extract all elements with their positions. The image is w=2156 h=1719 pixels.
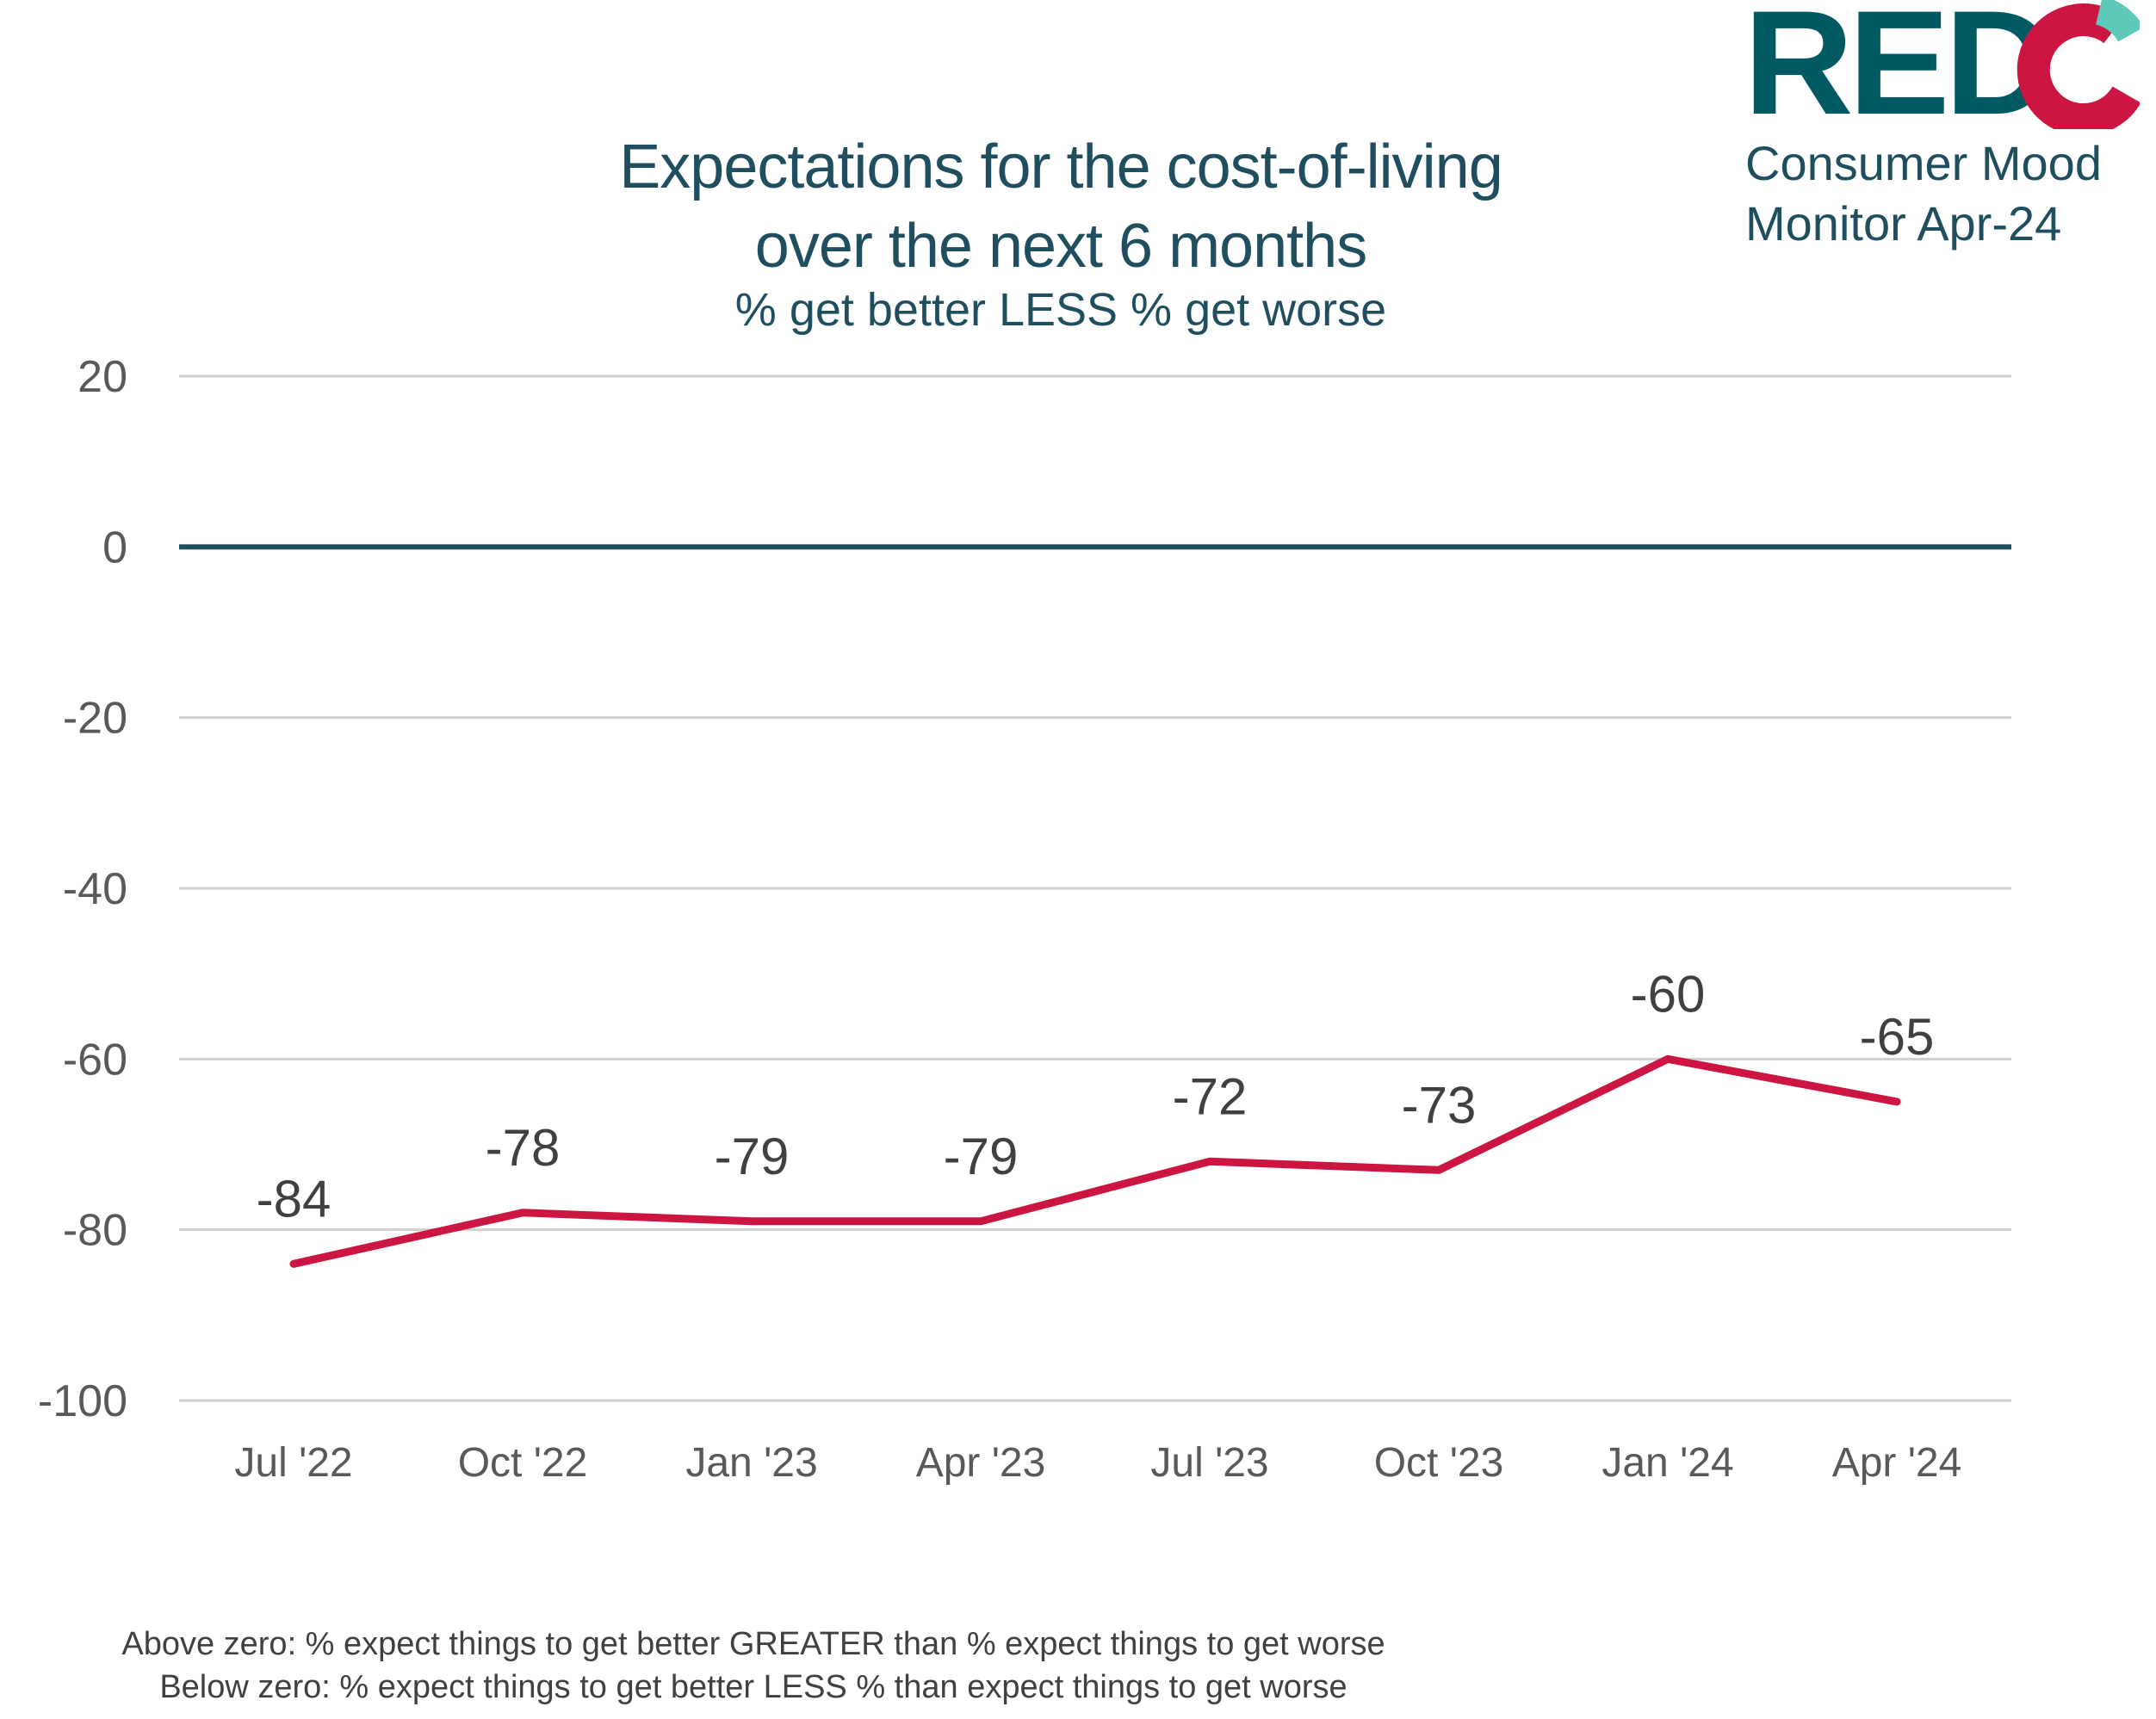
data-label: -72 — [1173, 1067, 1248, 1125]
redc-logo-c-mint-arc — [2095, 0, 2140, 43]
data-label: -84 — [257, 1170, 331, 1227]
y-tick-label: -60 — [63, 1035, 127, 1085]
data-label: -79 — [944, 1128, 1019, 1185]
x-axis-tick-labels: Jul '22 Oct '22 Jan '23 Apr '23 Jul '23 Oct '… — [234, 1440, 1961, 1486]
chart-subtitle: % get better LESS % get worse — [734, 284, 1387, 336]
brand-block: RED Consumer Mood Monitor Apr-24 — [1744, 0, 2140, 258]
y-tick-label: 20 — [77, 352, 127, 402]
data-label: -79 — [715, 1128, 790, 1185]
y-tick-label: -40 — [63, 864, 127, 914]
brand-caption-line-1: Consumer Mood — [1745, 136, 2102, 190]
x-tick-label: Jan '23 — [685, 1440, 817, 1486]
series-cost-of-living — [289, 1054, 1901, 1268]
footnote-above-zero: Above zero: % expect things to get bette… — [121, 1626, 1385, 1662]
x-tick-label: Apr '24 — [1832, 1440, 1962, 1486]
x-tick-label: Jul '22 — [234, 1440, 352, 1486]
y-tick-label: 0 — [102, 523, 127, 572]
data-label: -65 — [1860, 1008, 1935, 1066]
y-tick-label: -20 — [63, 694, 127, 744]
brand-caption-line-2: Monitor Apr-24 — [1745, 196, 2062, 250]
chart-title-line-1: Expectations for the cost-of-living — [619, 133, 1503, 201]
footnote-below-zero: Below zero: % expect things to get bette… — [159, 1669, 1348, 1705]
y-tick-label: -80 — [63, 1206, 127, 1256]
series-line — [289, 1054, 1901, 1268]
chart-title: Expectations for the cost-of-living over… — [0, 127, 2122, 286]
x-tick-label: Jan '24 — [1602, 1440, 1733, 1486]
brand-caption: Consumer Mood Monitor Apr-24 — [1745, 133, 2102, 254]
y-axis-tick-labels: 20 0 -20 -40 -60 -80 -100 — [38, 352, 127, 1426]
x-tick-label: Apr '23 — [916, 1440, 1046, 1486]
x-tick-label: Oct '23 — [1374, 1440, 1504, 1486]
x-tick-label: Jul '23 — [1150, 1440, 1268, 1486]
data-label: -73 — [1402, 1076, 1477, 1134]
footnotes: Above zero: % expect things to get bette… — [0, 1623, 1507, 1709]
redc-logo-c-red-arc — [2017, 3, 2140, 129]
data-labels: -84 -78 -79 -79 -72 -73 -60 -65 — [257, 965, 1935, 1227]
data-label: -60 — [1631, 965, 1706, 1023]
redc-logo-wordmark: RED — [1744, 0, 2049, 129]
chart-title-line-2: over the next 6 months — [754, 212, 1367, 281]
y-tick-label: -100 — [38, 1376, 127, 1426]
x-tick-label: Oct '22 — [458, 1440, 588, 1486]
gridlines — [179, 374, 2011, 1402]
data-label: -78 — [486, 1119, 561, 1177]
redc-logo: RED — [1744, 0, 2140, 129]
